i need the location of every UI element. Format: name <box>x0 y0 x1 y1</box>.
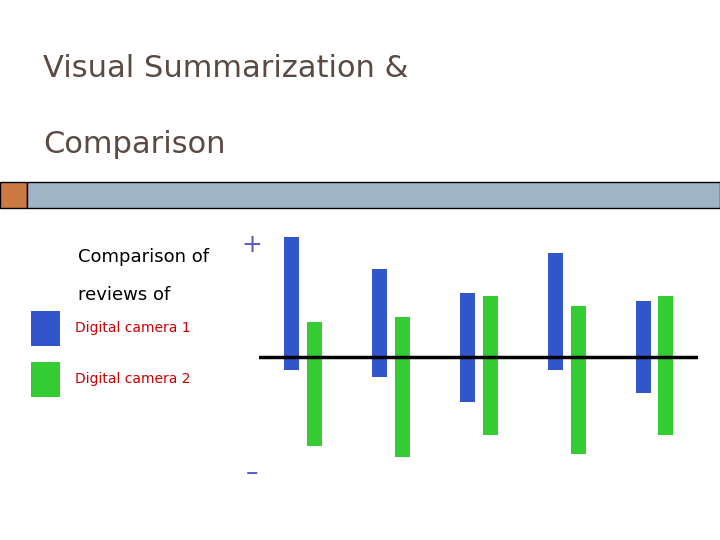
Bar <box>284 357 300 370</box>
Text: Visual Summarization &: Visual Summarization & <box>43 54 408 83</box>
Bar <box>395 317 410 357</box>
Text: Digital camera 1: Digital camera 1 <box>75 321 191 335</box>
Bar <box>307 322 322 357</box>
Bar <box>636 357 651 393</box>
Text: Comparison: Comparison <box>43 130 225 159</box>
Bar <box>570 357 585 454</box>
Bar <box>658 296 673 357</box>
Bar <box>395 357 410 457</box>
Text: reviews of: reviews of <box>78 286 170 304</box>
Bar <box>372 269 387 357</box>
Bar <box>482 296 498 357</box>
Text: Digital camera 2: Digital camera 2 <box>75 373 191 386</box>
Bar <box>460 357 475 402</box>
Bar <box>570 306 585 357</box>
Bar <box>548 253 563 357</box>
Bar <box>658 357 673 435</box>
Bar <box>372 357 387 377</box>
Bar <box>31 362 60 397</box>
Bar <box>284 237 300 357</box>
Text: +: + <box>242 233 263 257</box>
Bar <box>636 301 651 357</box>
Bar <box>31 310 60 346</box>
Bar <box>307 357 322 446</box>
Bar <box>548 357 563 370</box>
Text: Comparison of: Comparison of <box>78 248 209 266</box>
Bar <box>482 357 498 435</box>
Text: –: – <box>246 461 258 485</box>
Bar <box>460 293 475 357</box>
